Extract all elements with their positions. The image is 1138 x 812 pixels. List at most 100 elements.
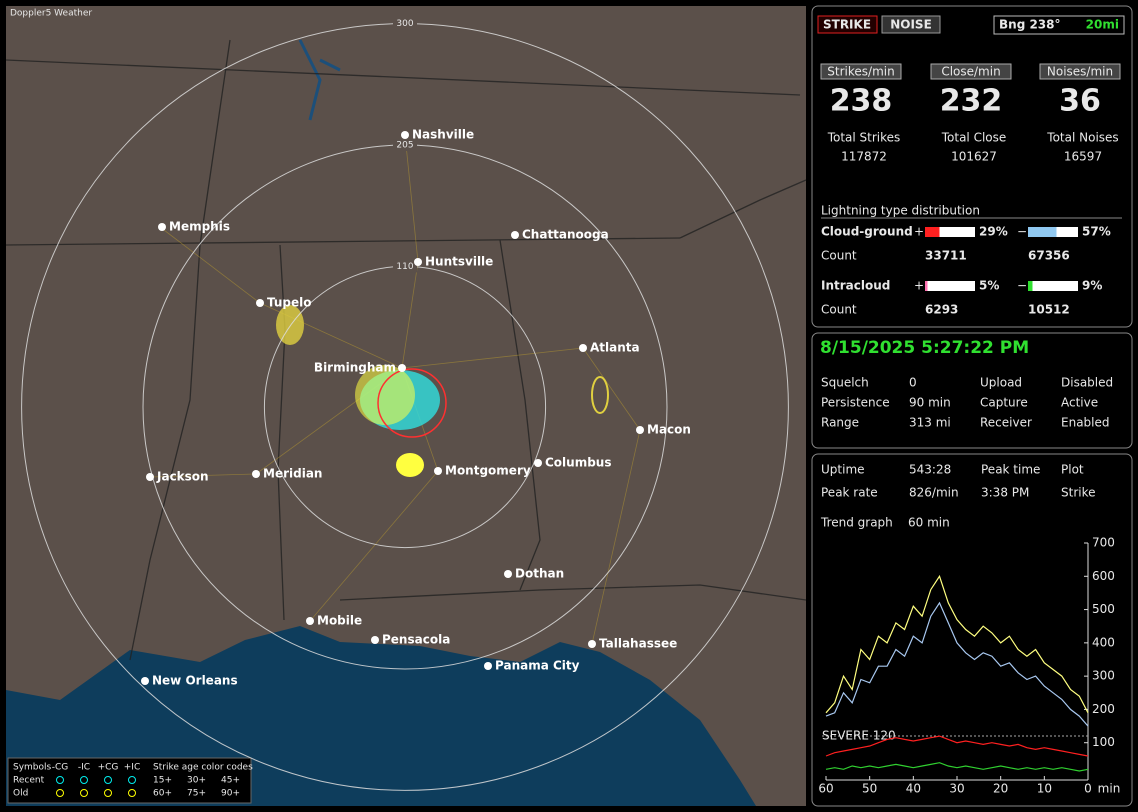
city-dot [401,131,409,139]
city-label: Nashville [412,128,474,142]
map: Doppler5 Weather [5,6,807,806]
severe-label: SEVERE 120 [822,729,896,743]
city-dot [306,617,314,625]
stat: Plot [1061,463,1084,477]
stat: 826/min [909,486,959,500]
city-label: Macon [647,423,691,437]
city-label: Panama City [495,659,580,673]
city-dot [636,426,644,434]
ring-label-bg [393,139,417,152]
noise-button[interactable] [881,15,941,34]
city-label: New Orleans [152,674,238,688]
setting: Squelch [821,376,869,390]
city-label: Huntsville [425,255,493,269]
y-tick-label: 100 [1092,735,1115,749]
sign: − [1017,225,1027,239]
stat: 543:28 [909,463,951,477]
stats-panel [811,453,1133,807]
city-label: Montgomery [445,464,531,478]
ring-label: 110 [396,262,413,272]
sign: + [914,279,924,293]
city-dot [579,344,587,352]
x-tick-label: 40 [906,782,921,796]
distance: 20mi [1086,18,1119,32]
total-value: 117872 [841,150,887,164]
type-name: Intracloud [821,279,890,293]
city-label: Mobile [317,614,362,628]
legend-age: 45+ [221,776,240,786]
city-dot [252,470,260,478]
legend-symbol [104,789,112,797]
city-dot [534,459,542,467]
x-tick-label: 20 [993,782,1008,796]
stat: Uptime [821,463,865,477]
rate-header: Strikes/min [827,65,894,79]
percent: 29% [979,225,1008,239]
bar-track [925,227,975,237]
bar [925,227,940,237]
legend-box [7,757,252,804]
legend-symbol [128,776,136,784]
count: 10512 [1028,303,1070,317]
x-tick-label: 10 [1037,782,1052,796]
noise-button-label: NOISE [890,18,932,32]
city-dot [371,636,379,644]
trend-line [825,574,1089,714]
legend-age: 60+ [153,789,172,799]
ring-label: 205 [396,141,413,151]
bar [1028,227,1057,237]
count: 67356 [1028,249,1070,263]
strike-cluster [276,305,609,477]
city-label: Birmingham [314,361,396,375]
legend-row: Old [13,789,28,799]
bar-track [925,281,975,291]
setting: Capture [980,396,1028,410]
bar-track [1028,281,1078,291]
legend-symbol [104,776,112,784]
setting: Persistence [821,396,890,410]
y-tick-label: 200 [1092,702,1115,716]
city-label: Atlanta [590,341,640,355]
count-label: Count [821,303,857,317]
city-label: Memphis [169,220,230,234]
clock: 8/15/2025 5:27:22 PM [820,338,1029,358]
rate-header-box [930,63,1012,80]
total-value: 16597 [1064,150,1102,164]
legend-row: Recent [13,776,45,786]
setting: Active [1061,396,1098,410]
total-value: 101627 [951,150,997,164]
sign: − [1017,279,1027,293]
rate-value: 232 [940,84,1003,119]
trend-line [825,735,1089,757]
x-tick-label: 50 [862,782,877,796]
legend-age: 30+ [187,776,206,786]
x-unit: min [1098,782,1121,796]
stat: Strike [1061,486,1096,500]
y-tick-label: 400 [1092,635,1115,649]
trend-line [825,601,1089,727]
ring-label: 300 [396,19,413,29]
legend-symbol [80,776,88,784]
map-title: Doppler5 Weather [10,9,92,19]
counts-panel [811,5,1133,328]
city-label: Columbus [545,456,612,470]
setting: Disabled [1061,376,1113,390]
y-tick-label: 300 [1092,669,1115,683]
setting: 90 min [909,396,951,410]
trend-window: 60 min [908,516,950,530]
setting: 313 mi [909,416,951,430]
count: 33711 [925,249,967,263]
ring-label-bg [393,260,417,273]
city-dot [158,223,166,231]
strike-button[interactable] [817,15,878,34]
distribution-title: Lightning type distribution [821,204,980,218]
percent: 57% [1082,225,1111,239]
legend-column: -IC [78,763,90,773]
count: 6293 [925,303,958,317]
legend-column: +IC [124,763,140,773]
city-dot [588,640,596,648]
city-dot [484,662,492,670]
legend-column: -CG [52,763,69,773]
city-dot [504,570,512,578]
